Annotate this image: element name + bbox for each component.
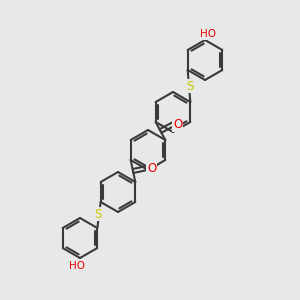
Text: O: O <box>147 162 156 175</box>
Text: S: S <box>186 80 194 92</box>
Text: O: O <box>173 118 182 131</box>
Text: HO: HO <box>69 261 85 271</box>
Text: S: S <box>94 208 102 220</box>
Text: HO: HO <box>200 29 216 39</box>
